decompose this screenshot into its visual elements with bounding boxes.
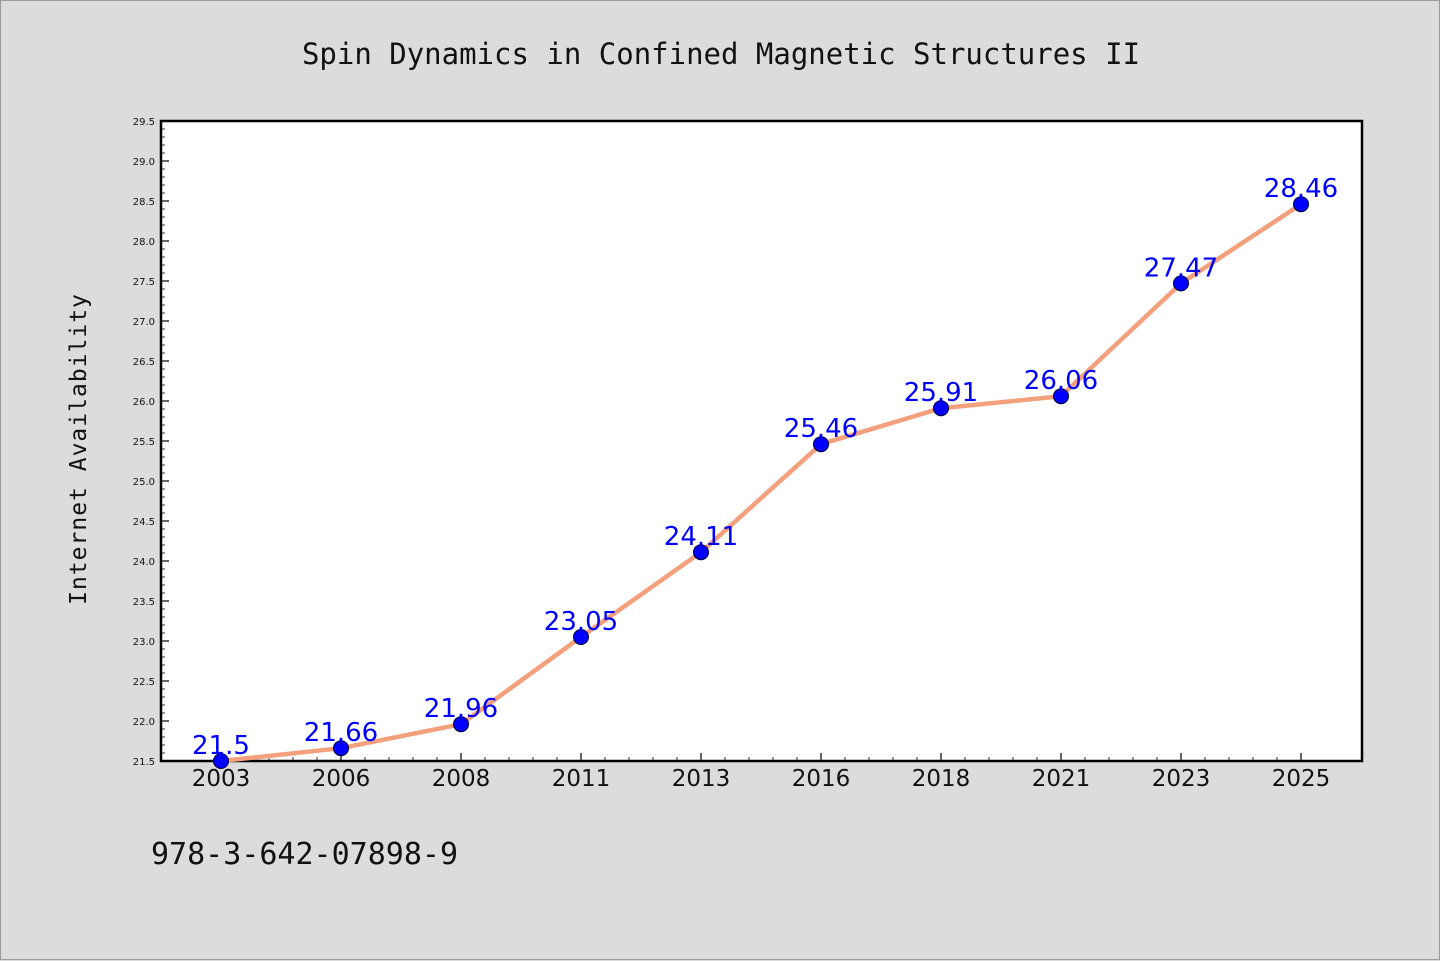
data-markers bbox=[213, 196, 1309, 769]
data-point bbox=[813, 436, 829, 453]
y-tick-label: 23.0 bbox=[133, 637, 155, 648]
y-tick-label: 24.5 bbox=[133, 517, 155, 528]
data-label: 25.91 bbox=[904, 378, 978, 408]
data-label: 21.5 bbox=[192, 731, 250, 761]
x-tick-label: 2013 bbox=[672, 766, 731, 792]
data-label: 21.66 bbox=[304, 718, 378, 748]
data-point bbox=[453, 716, 469, 733]
y-tick-label: 25.5 bbox=[133, 437, 155, 448]
y-tick-label: 27.0 bbox=[133, 317, 155, 328]
data-point bbox=[933, 400, 949, 417]
x-tick-label: 2008 bbox=[432, 766, 491, 792]
y-tick-label: 29.0 bbox=[133, 157, 155, 168]
x-tick-label: 2006 bbox=[312, 766, 371, 792]
chart-title: Spin Dynamics in Confined Magnetic Struc… bbox=[302, 37, 1140, 71]
y-tick-label: 22.0 bbox=[133, 717, 155, 728]
y-tick-label: 21.5 bbox=[133, 757, 155, 768]
plot-area bbox=[159, 119, 1364, 763]
data-point bbox=[213, 753, 229, 769]
data-point bbox=[1053, 388, 1069, 405]
isbn-text: 978-3-642-07898-9 bbox=[151, 837, 458, 872]
x-tick-label: 2016 bbox=[792, 766, 851, 792]
y-tick-label: 24.0 bbox=[133, 557, 155, 568]
series-line bbox=[218, 201, 1304, 764]
y-tick-label: 23.5 bbox=[133, 597, 155, 608]
y-tick-label: 27.5 bbox=[133, 277, 155, 288]
y-tick-label: 22.5 bbox=[133, 677, 155, 688]
y-tick-label: 26.0 bbox=[133, 397, 155, 408]
x-tick-label: 2021 bbox=[1032, 766, 1091, 792]
x-tick-label: 2018 bbox=[912, 766, 971, 792]
data-point bbox=[333, 740, 349, 757]
data-label: 28.46 bbox=[1264, 174, 1338, 204]
data-point bbox=[573, 629, 589, 645]
data-point bbox=[1293, 196, 1309, 213]
data-labels: 21.5 21.66 21.96 23.05 24.11 25.46 25.91 26.06 2… bbox=[192, 174, 1338, 761]
data-label: 27.47 bbox=[1144, 253, 1218, 283]
data-label: 21.96 bbox=[424, 694, 498, 724]
y-tick-label: 29.5 bbox=[133, 117, 155, 128]
y-tick-label: 25.0 bbox=[133, 477, 155, 488]
y-tick-label: 28.0 bbox=[133, 237, 155, 248]
x-axis: 2003 2006 2008 2011 2013 2016 2018 2021 2023 2025 bbox=[192, 753, 1331, 792]
y-axis-label: Internet Availability bbox=[66, 293, 92, 605]
x-tick-label: 2023 bbox=[1152, 766, 1211, 792]
y-axis: 21.5 22.0 22.5 23.0 23.5 24.0 24.5 25.0 25.5 26.0… bbox=[133, 117, 169, 768]
x-tick-label: 2025 bbox=[1272, 766, 1331, 792]
data-label: 26.06 bbox=[1024, 366, 1098, 396]
data-point bbox=[1173, 275, 1189, 292]
y-tick-label: 28.5 bbox=[133, 197, 155, 208]
x-tick-label: 2003 bbox=[192, 766, 251, 792]
data-label: 23.05 bbox=[544, 607, 618, 637]
x-tick-label: 2011 bbox=[552, 766, 611, 792]
data-label: 24.11 bbox=[664, 522, 738, 552]
y-tick-label: 26.5 bbox=[133, 357, 155, 368]
data-point bbox=[693, 544, 709, 561]
data-label: 25.46 bbox=[784, 414, 858, 444]
